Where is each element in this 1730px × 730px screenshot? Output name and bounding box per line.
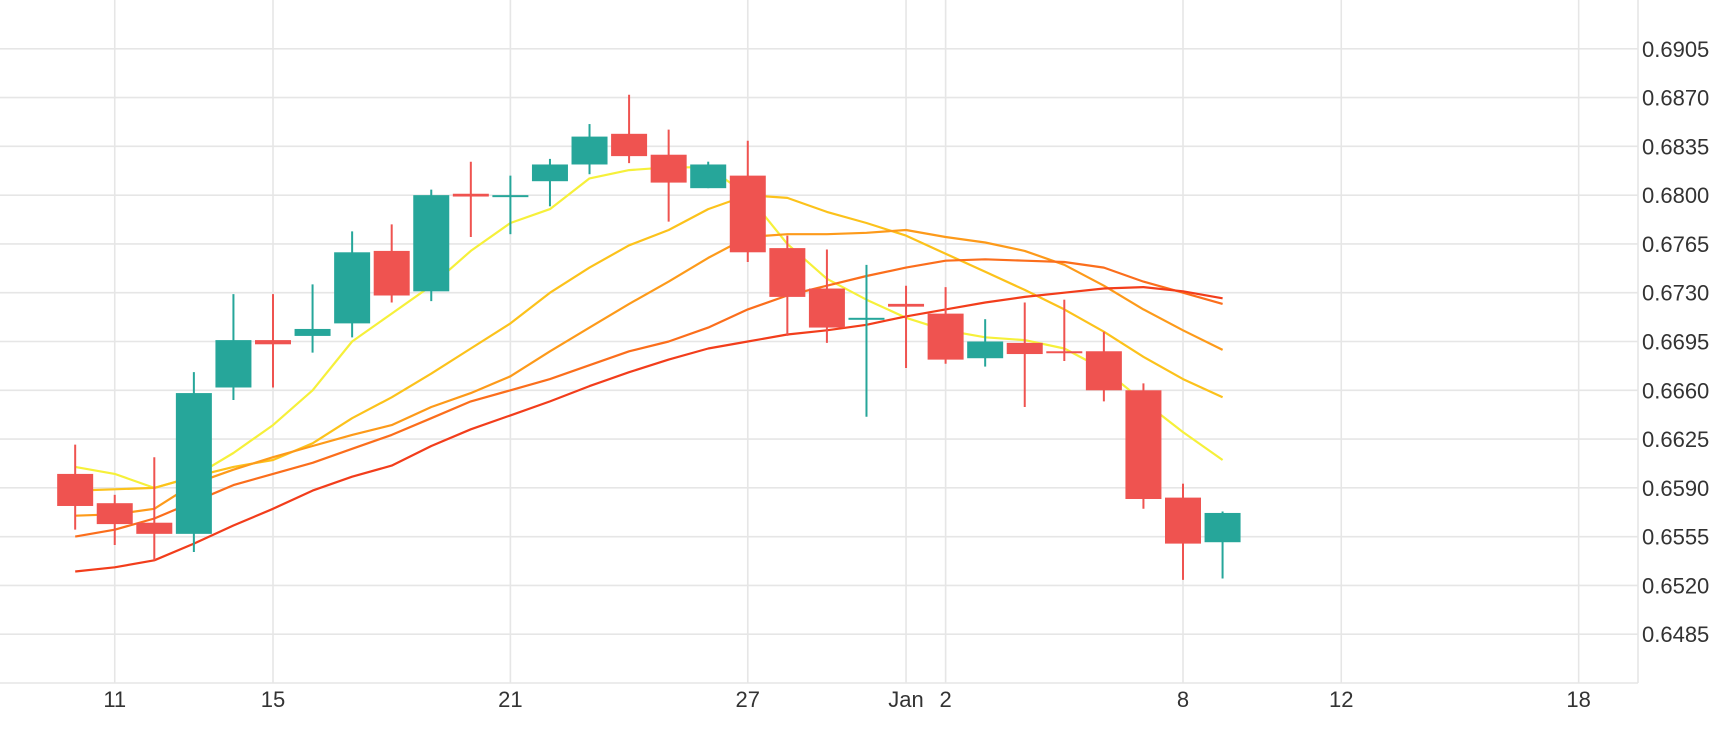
x-tick-label: 27 bbox=[736, 687, 760, 712]
candle-body bbox=[175, 393, 212, 534]
candle-body bbox=[967, 341, 1004, 359]
moving-average-line-1 bbox=[75, 166, 1224, 489]
moving-average-lines bbox=[75, 166, 1224, 573]
candle-up[interactable] bbox=[571, 124, 608, 175]
candle-up[interactable] bbox=[967, 319, 1004, 367]
candle-body bbox=[1204, 512, 1241, 543]
candle-down[interactable] bbox=[57, 444, 94, 530]
candle-up[interactable] bbox=[334, 231, 371, 338]
candle-body bbox=[255, 340, 291, 345]
candle-body bbox=[1085, 351, 1122, 391]
candle-body bbox=[334, 252, 371, 324]
candle-down[interactable] bbox=[255, 294, 291, 388]
candle-down[interactable] bbox=[650, 129, 687, 222]
candle-down[interactable] bbox=[452, 161, 489, 237]
candle-body bbox=[769, 248, 806, 297]
candle-down[interactable] bbox=[611, 94, 648, 164]
x-tick-label: 18 bbox=[1566, 687, 1590, 712]
candle-body bbox=[96, 503, 133, 525]
candle-down[interactable] bbox=[769, 235, 806, 336]
candle-down[interactable] bbox=[1085, 331, 1122, 402]
candle-body bbox=[848, 317, 885, 320]
candle-down[interactable] bbox=[808, 249, 845, 343]
candle-body bbox=[136, 522, 173, 534]
candle-down[interactable] bbox=[927, 287, 964, 364]
moving-average-line-3 bbox=[75, 228, 1224, 517]
candle-body bbox=[1006, 342, 1043, 355]
candle-up[interactable] bbox=[690, 161, 727, 189]
y-tick-label: 0.6730 bbox=[1642, 281, 1709, 306]
candle-body bbox=[611, 133, 648, 157]
candle-body bbox=[808, 288, 845, 328]
candle-down[interactable] bbox=[729, 140, 766, 263]
axes: 0.6905 0.6870 0.6835 0.6800 0.6765 0.6730 0.66… bbox=[0, 0, 1709, 712]
y-tick-label: 0.6485 bbox=[1642, 622, 1709, 647]
candle-body bbox=[650, 154, 687, 183]
candle-up[interactable] bbox=[1204, 511, 1241, 579]
y-tick-label: 0.6555 bbox=[1642, 525, 1709, 550]
y-tick-label: 0.6800 bbox=[1642, 183, 1709, 208]
x-tick-label: 8 bbox=[1177, 687, 1189, 712]
y-tick-label: 0.6765 bbox=[1642, 232, 1709, 257]
candle-up[interactable] bbox=[531, 158, 568, 207]
candle-down[interactable] bbox=[1165, 483, 1201, 580]
candle-body bbox=[215, 340, 252, 388]
candle-up[interactable] bbox=[492, 175, 529, 235]
candle-body bbox=[927, 313, 964, 360]
candle-body bbox=[1046, 351, 1083, 354]
y-tick-label: 0.6590 bbox=[1642, 476, 1709, 501]
candle-body bbox=[1165, 497, 1201, 544]
candle-body bbox=[57, 473, 94, 506]
candles bbox=[57, 94, 1241, 580]
x-tick-label: 15 bbox=[261, 687, 285, 712]
candle-down[interactable] bbox=[888, 285, 925, 368]
y-tick-label: 0.6660 bbox=[1642, 378, 1709, 403]
candle-down[interactable] bbox=[1006, 302, 1043, 408]
y-tick-label: 0.6520 bbox=[1642, 573, 1709, 598]
x-tick-label: Jan bbox=[888, 687, 923, 712]
candle-body bbox=[690, 164, 727, 189]
candle-body bbox=[531, 164, 568, 182]
moving-average-line-5 bbox=[75, 286, 1223, 573]
candle-body bbox=[492, 195, 529, 198]
candle-up[interactable] bbox=[848, 264, 885, 417]
candle-up[interactable] bbox=[413, 189, 450, 302]
candle-body bbox=[571, 136, 608, 165]
candle-up[interactable] bbox=[215, 294, 252, 401]
candle-down[interactable] bbox=[373, 224, 410, 303]
y-tick-label: 0.6625 bbox=[1642, 427, 1709, 452]
moving-average-line-2 bbox=[75, 194, 1224, 492]
candle-body bbox=[373, 250, 410, 296]
moving-average-line-4 bbox=[75, 258, 1223, 538]
candle-down[interactable] bbox=[1125, 383, 1162, 509]
candle-body bbox=[413, 195, 450, 292]
y-tick-label: 0.6905 bbox=[1642, 37, 1709, 62]
candle-body bbox=[294, 328, 331, 336]
candle-body bbox=[452, 193, 489, 197]
candle-body bbox=[1125, 390, 1162, 500]
y-tick-label: 0.6695 bbox=[1642, 330, 1709, 355]
candle-down[interactable] bbox=[136, 457, 173, 561]
candle-body bbox=[888, 303, 925, 307]
y-tick-label: 0.6870 bbox=[1642, 86, 1709, 111]
x-tick-label: 12 bbox=[1329, 687, 1353, 712]
candle-up[interactable] bbox=[175, 372, 212, 552]
x-tick-label: 11 bbox=[103, 687, 126, 712]
candle-down[interactable] bbox=[1046, 299, 1083, 362]
x-tick-label: 21 bbox=[498, 687, 522, 712]
y-tick-label: 0.6835 bbox=[1642, 134, 1709, 159]
candle-up[interactable] bbox=[294, 284, 331, 353]
candle-down[interactable] bbox=[96, 494, 133, 546]
x-tick-label: 2 bbox=[939, 687, 951, 712]
candle-body bbox=[729, 175, 766, 253]
